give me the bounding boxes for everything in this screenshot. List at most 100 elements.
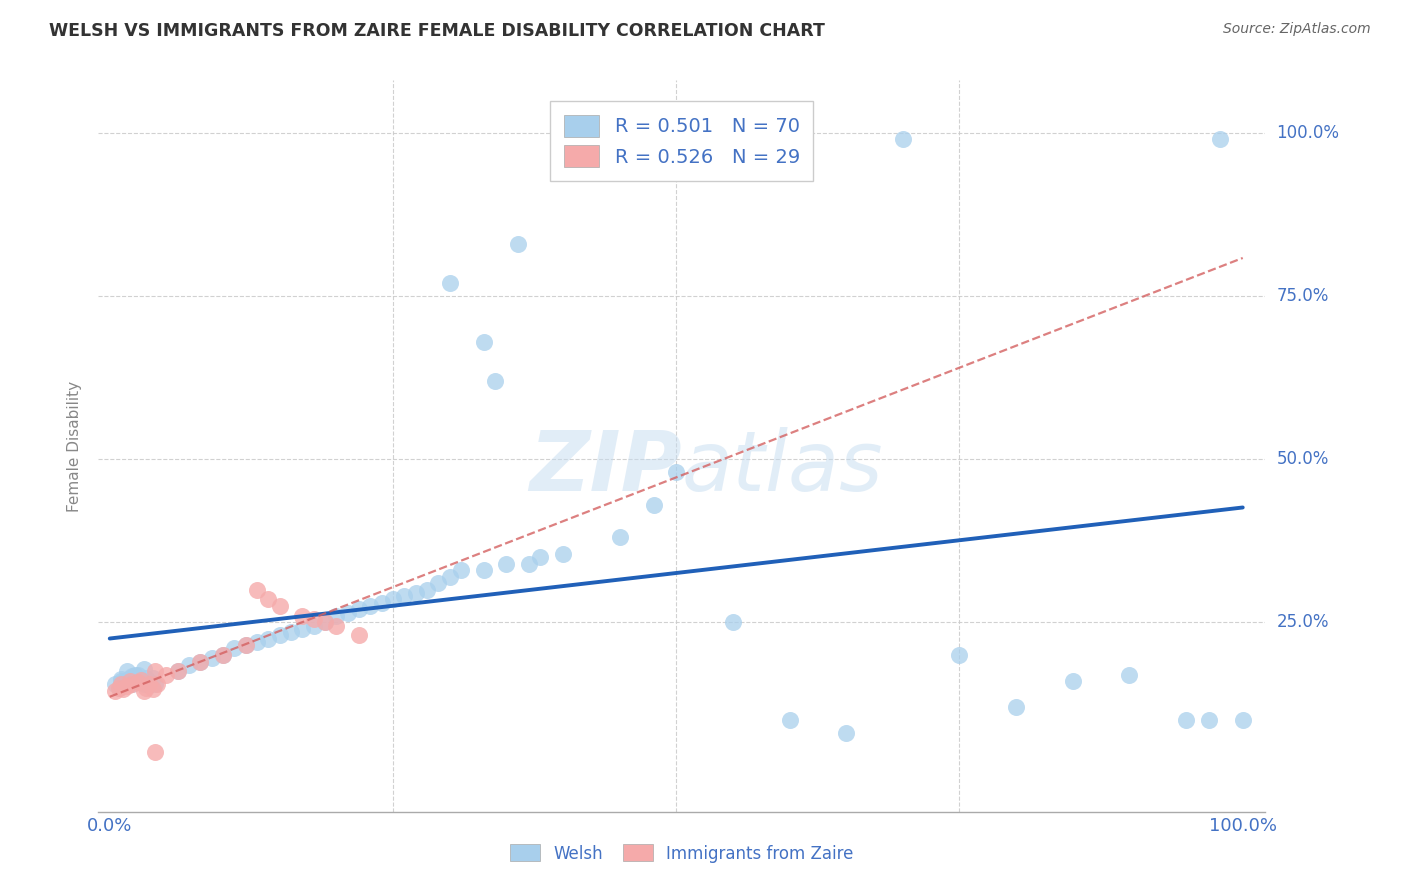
Point xyxy=(121,669,143,683)
Point xyxy=(190,655,212,669)
Point xyxy=(643,498,665,512)
Point xyxy=(143,665,166,679)
Point xyxy=(138,674,160,689)
Point xyxy=(450,563,472,577)
Y-axis label: Female Disability: Female Disability xyxy=(67,380,83,512)
Point xyxy=(142,681,165,696)
Point xyxy=(948,648,970,662)
Point xyxy=(166,665,188,679)
Point xyxy=(177,657,200,672)
Point xyxy=(1209,132,1232,146)
Point xyxy=(112,681,135,696)
Point xyxy=(484,374,506,388)
Point xyxy=(112,675,135,690)
Point xyxy=(517,557,540,571)
Point xyxy=(779,714,801,728)
Point xyxy=(529,549,551,564)
Point xyxy=(127,675,149,690)
Point xyxy=(115,665,138,679)
Point xyxy=(155,667,177,681)
Point xyxy=(110,677,132,691)
Point xyxy=(427,576,450,591)
Point xyxy=(142,671,165,685)
Text: WELSH VS IMMIGRANTS FROM ZAIRE FEMALE DISABILITY CORRELATION CHART: WELSH VS IMMIGRANTS FROM ZAIRE FEMALE DI… xyxy=(49,22,825,40)
Point xyxy=(314,615,336,630)
Point xyxy=(347,628,370,642)
Point xyxy=(257,632,280,646)
Point xyxy=(472,563,495,577)
Point xyxy=(115,673,138,687)
Text: 100.0%: 100.0% xyxy=(1277,123,1340,142)
Point xyxy=(416,582,439,597)
Point xyxy=(280,625,302,640)
Point xyxy=(291,622,314,636)
Point xyxy=(291,608,314,623)
Point xyxy=(370,596,392,610)
Point xyxy=(314,615,336,630)
Point xyxy=(110,674,132,689)
Point xyxy=(382,592,405,607)
Point xyxy=(551,547,574,561)
Point xyxy=(190,655,212,669)
Point xyxy=(336,606,359,620)
Point xyxy=(121,677,143,691)
Point xyxy=(439,276,461,290)
Point xyxy=(325,618,347,632)
Point xyxy=(127,674,149,689)
Point xyxy=(212,648,235,662)
Point xyxy=(132,662,155,676)
Point xyxy=(302,618,325,632)
Point xyxy=(586,132,609,146)
Point xyxy=(120,671,142,685)
Point xyxy=(108,681,131,695)
Point xyxy=(246,635,269,649)
Point xyxy=(506,236,529,251)
Point xyxy=(269,628,291,642)
Point xyxy=(143,745,166,759)
Point xyxy=(325,608,347,623)
Point xyxy=(108,681,131,695)
Point xyxy=(120,674,142,689)
Point xyxy=(146,677,169,691)
Point xyxy=(394,589,416,603)
Point xyxy=(212,648,235,662)
Point xyxy=(1175,714,1198,728)
Point xyxy=(135,671,157,685)
Point xyxy=(405,586,427,600)
Legend: Welsh, Immigrants from Zaire: Welsh, Immigrants from Zaire xyxy=(503,838,860,869)
Point xyxy=(246,582,269,597)
Point xyxy=(302,612,325,626)
Point xyxy=(115,679,138,693)
Point xyxy=(1062,674,1084,689)
Point xyxy=(721,615,744,630)
Point xyxy=(138,677,160,691)
Point xyxy=(472,334,495,349)
Text: 75.0%: 75.0% xyxy=(1277,287,1329,305)
Point xyxy=(257,592,280,607)
Point xyxy=(201,651,224,665)
Point xyxy=(104,677,127,691)
Point xyxy=(665,465,688,479)
Point xyxy=(269,599,291,613)
Point xyxy=(127,667,149,681)
Point xyxy=(347,602,370,616)
Point xyxy=(891,132,914,146)
Point xyxy=(132,684,155,698)
Text: 25.0%: 25.0% xyxy=(1277,614,1329,632)
Point xyxy=(235,638,257,652)
Point xyxy=(1118,667,1140,681)
Text: Source: ZipAtlas.com: Source: ZipAtlas.com xyxy=(1223,22,1371,37)
Point xyxy=(1198,714,1220,728)
Point xyxy=(835,726,858,740)
Point xyxy=(495,557,517,571)
Point xyxy=(359,599,381,613)
Point xyxy=(609,530,631,544)
Point xyxy=(143,677,166,691)
Text: 50.0%: 50.0% xyxy=(1277,450,1329,468)
Text: atlas: atlas xyxy=(682,427,883,508)
Point xyxy=(132,677,155,691)
Point xyxy=(224,641,246,656)
Point xyxy=(121,677,143,691)
Point xyxy=(135,681,157,695)
Point xyxy=(104,684,127,698)
